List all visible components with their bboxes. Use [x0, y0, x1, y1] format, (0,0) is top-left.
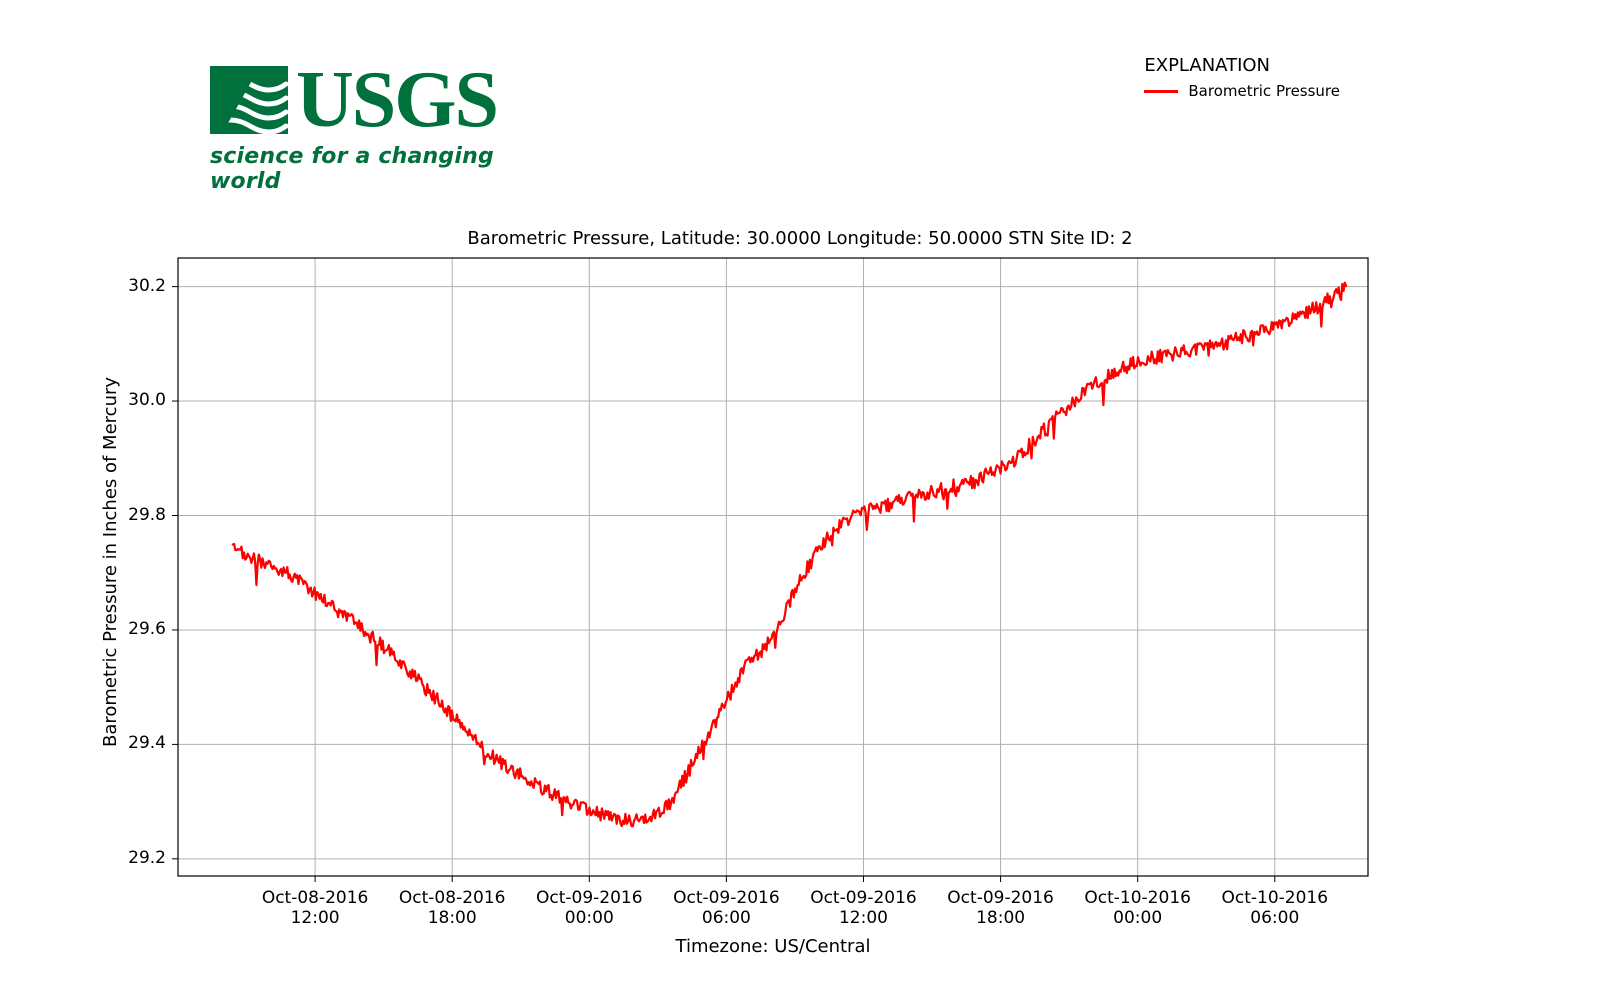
x-tick-label: Oct-10-2016 00:00: [1063, 888, 1213, 928]
y-axis-label: Barometric Pressure in Inches of Mercury: [100, 377, 121, 747]
page: USGS science for a changing world EXPLAN…: [0, 0, 1600, 1000]
usgs-logo: USGS science for a changing world: [210, 60, 540, 194]
usgs-logo-top: USGS: [210, 60, 540, 140]
legend-swatch: [1144, 90, 1178, 93]
legend: EXPLANATION Barometric Pressure: [1144, 55, 1340, 100]
usgs-tagline: science for a changing world: [210, 144, 540, 194]
legend-label: Barometric Pressure: [1188, 82, 1340, 100]
y-tick-label: 29.8: [118, 505, 166, 525]
y-tick-label: 30.0: [118, 390, 166, 410]
x-tick-label: Oct-09-2016 18:00: [926, 888, 1076, 928]
x-tick-label: Oct-09-2016 12:00: [788, 888, 938, 928]
x-tick-label: Oct-08-2016 12:00: [240, 888, 390, 928]
x-axis-label: Timezone: US/Central: [178, 936, 1368, 957]
x-tick-label: Oct-10-2016 06:00: [1200, 888, 1350, 928]
y-tick-label: 30.2: [118, 276, 166, 296]
y-tick-label: 29.6: [118, 619, 166, 639]
chart-title: Barometric Pressure, Latitude: 30.0000 L…: [0, 228, 1600, 249]
chart-plot: [178, 258, 1368, 876]
y-tick-label: 29.2: [118, 848, 166, 868]
x-tick-label: Oct-09-2016 00:00: [514, 888, 664, 928]
usgs-mark-icon: [210, 66, 288, 134]
usgs-wordmark: USGS: [296, 60, 497, 140]
legend-item: Barometric Pressure: [1144, 82, 1340, 100]
x-tick-label: Oct-09-2016 06:00: [651, 888, 801, 928]
legend-title: EXPLANATION: [1144, 55, 1340, 76]
x-tick-label: Oct-08-2016 18:00: [377, 888, 527, 928]
y-tick-label: 29.4: [118, 733, 166, 753]
